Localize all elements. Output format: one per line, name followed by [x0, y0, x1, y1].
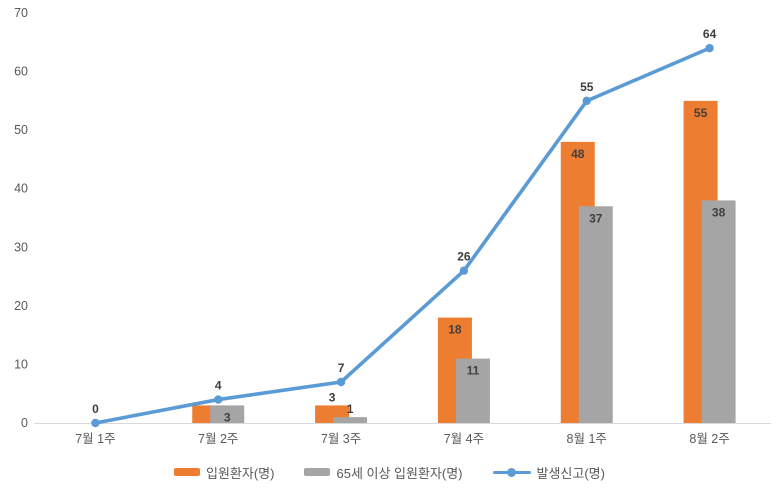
bar-elderly-inpatients [333, 417, 368, 423]
line-point-marker [91, 418, 100, 428]
line-data-label: 4 [215, 379, 222, 393]
legend-label-reported-cases: 발생신고(명) [536, 465, 605, 481]
line-data-label: 7 [338, 361, 345, 375]
bar-data-label: 55 [694, 106, 708, 120]
bar-data-label: 11 [467, 364, 480, 378]
legend-item-elderly-inpatients: 65세 이상 입원환자(명) [304, 463, 463, 482]
bar-data-label: 3 [329, 390, 336, 404]
y-axis-tick-label: 30 [14, 240, 28, 254]
bar-data-label: 18 [448, 323, 462, 337]
chart-legend: 입원환자(명) 65세 이상 입원환자(명) 발생신고(명) [0, 459, 779, 485]
line-point-marker [214, 395, 223, 404]
line-data-label: 26 [457, 250, 471, 264]
legend-swatch-gray-bar-icon [304, 468, 331, 476]
bar-elderly-inpatients [578, 206, 613, 423]
y-axis-tick-label: 70 [14, 6, 28, 20]
legend-label-inpatients: 입원환자(명) [206, 465, 275, 481]
legend-swatch-line-marker-icon [492, 467, 531, 477]
bar-data-label: 38 [712, 205, 726, 219]
y-axis-tick-label: 60 [14, 65, 28, 79]
x-axis-category-label: 8월 2주 [689, 432, 729, 446]
line-point-marker [705, 43, 714, 53]
y-axis-tick-label: 40 [14, 182, 28, 196]
line-point-marker [582, 96, 591, 106]
x-axis-category-label: 7월 1주 [75, 432, 115, 446]
line-point-marker [336, 377, 346, 387]
bar-data-label: 1 [347, 402, 354, 416]
reported-cases-line [93, 46, 712, 425]
x-axis-category-label: 8월 1주 [567, 432, 607, 446]
bar-elderly-inpatients [455, 358, 490, 423]
line-data-label: 55 [580, 80, 594, 94]
bar-data-label: 37 [589, 211, 603, 225]
x-axis-category-label: 7월 2주 [198, 432, 238, 446]
y-axis-tick-label: 50 [14, 123, 28, 137]
x-axis-category-label: 7월 3주 [321, 432, 361, 446]
line-data-label: 64 [703, 27, 717, 41]
x-axis-category-label: 7월 4주 [444, 432, 484, 446]
bar-elderly-inpatients [701, 200, 736, 423]
legend-item-reported-cases: 발생신고(명) [492, 463, 605, 482]
bar-data-label: 3 [224, 410, 231, 424]
line-data-label: 0 [92, 402, 99, 416]
line-point-marker [459, 266, 469, 275]
bar-elderly-inpatients [210, 405, 245, 423]
legend-swatch-orange-bar-icon [174, 468, 201, 476]
y-axis-tick-label: 20 [14, 299, 28, 313]
legend-item-inpatients: 입원환자(명) [174, 463, 274, 482]
y-axis-tick-label: 10 [14, 357, 28, 371]
y-axis-tick-label: 0 [21, 416, 28, 430]
bar-data-label: 48 [571, 147, 585, 161]
legend-label-elderly-inpatients: 65세 이상 입원환자(명) [336, 465, 463, 481]
